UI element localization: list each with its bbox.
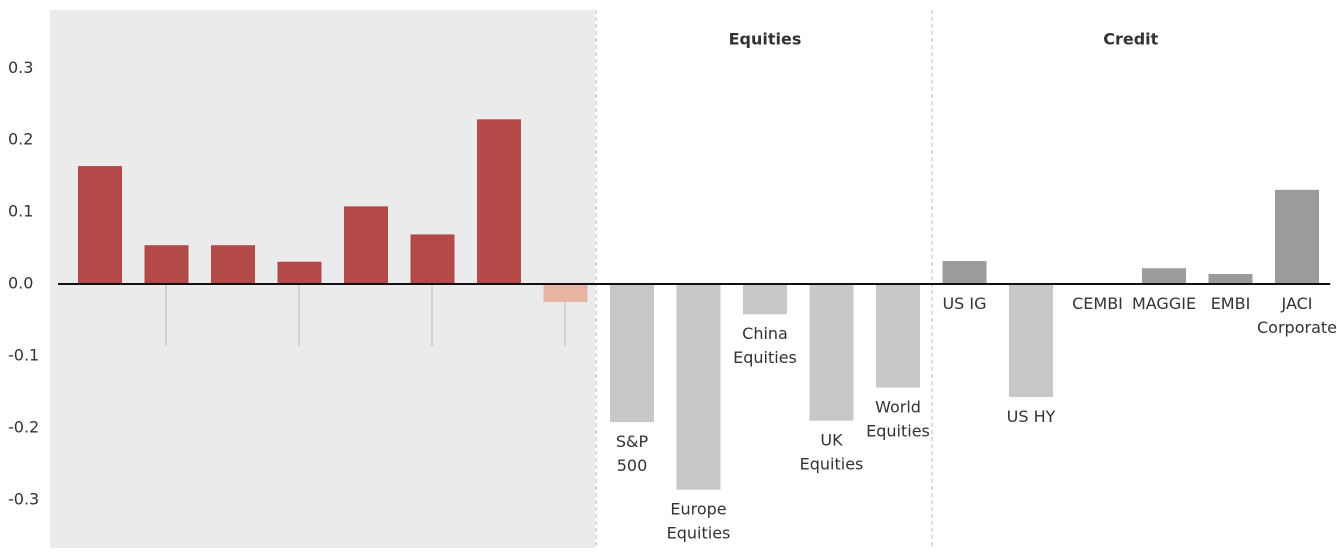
x-tick-label: S&P 500 bbox=[616, 432, 649, 475]
bar bbox=[211, 245, 255, 285]
y-tick-label: 0.3 bbox=[8, 58, 33, 77]
bar bbox=[1275, 189, 1319, 285]
bar bbox=[809, 284, 854, 421]
bar bbox=[144, 245, 189, 285]
x-tick-label: US IG bbox=[942, 294, 986, 313]
category-ticks bbox=[165, 284, 566, 346]
group-label: Credit bbox=[1103, 30, 1158, 49]
y-tick-label: -0.2 bbox=[8, 417, 39, 436]
bar bbox=[78, 166, 122, 285]
bar bbox=[277, 261, 322, 285]
x-tick-label: US HY bbox=[1007, 406, 1056, 425]
bar bbox=[410, 234, 455, 285]
x-tick-label: CEMBI bbox=[1072, 294, 1123, 313]
x-tick-label: EMBI bbox=[1211, 294, 1251, 313]
x-tick-label: World Equities bbox=[866, 397, 930, 440]
bar bbox=[1009, 284, 1053, 397]
bar bbox=[743, 284, 787, 315]
bar bbox=[1208, 273, 1253, 285]
bar bbox=[610, 284, 654, 423]
y-tick-label: -0.3 bbox=[8, 489, 39, 508]
x-tick-label: MAGGIE bbox=[1132, 294, 1196, 313]
x-tick-label: Europe Equities bbox=[667, 499, 731, 542]
y-tick-label: 0.1 bbox=[8, 202, 33, 221]
y-tick-label: -0.1 bbox=[8, 345, 39, 364]
y-tick-label: 0.0 bbox=[8, 274, 33, 293]
bar bbox=[942, 261, 987, 285]
y-tick-label: 0.2 bbox=[8, 130, 33, 149]
bar bbox=[543, 284, 588, 303]
bar bbox=[676, 284, 721, 490]
x-tick-label: China Equities bbox=[733, 324, 797, 367]
group-label: Equities bbox=[729, 30, 802, 49]
bar bbox=[876, 284, 920, 388]
x-tick-label: JACI Corporate bbox=[1257, 294, 1337, 337]
x-tick-label: UK Equities bbox=[800, 430, 864, 473]
bar bbox=[477, 119, 521, 285]
bar bbox=[344, 206, 388, 285]
bar bbox=[1142, 268, 1186, 285]
